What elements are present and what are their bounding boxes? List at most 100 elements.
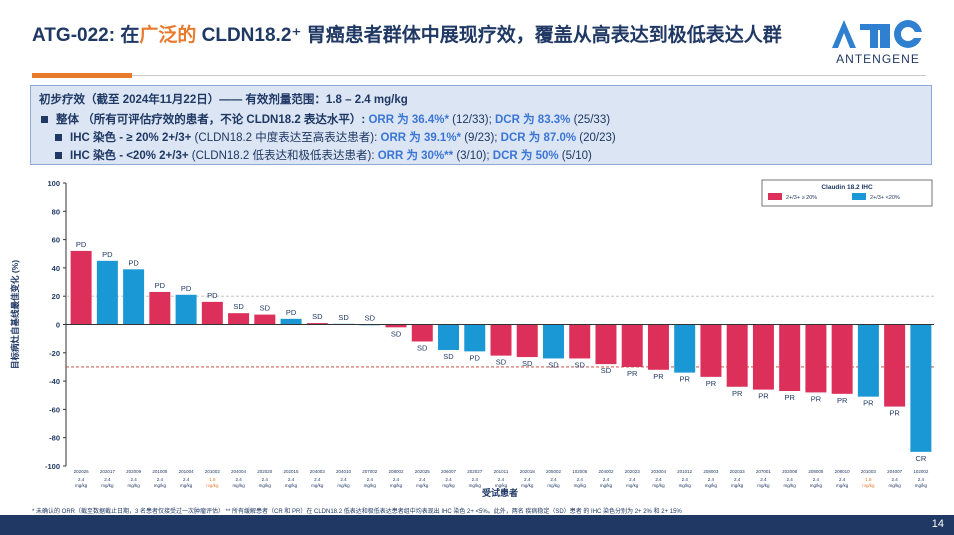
patient-id-label: 201004	[179, 469, 195, 474]
bar-202015	[280, 318, 302, 325]
response-label: PD	[102, 250, 113, 259]
bar-202020	[254, 314, 276, 325]
dose-label: 2.4	[445, 477, 452, 482]
bullet-icon	[41, 116, 48, 124]
dose-unit-label: mg/kg	[469, 483, 482, 488]
page-title: ATG-022: 在广泛的 CLDN18.2⁺ 胃癌患者群体中展现疗效，覆盖从高…	[32, 25, 782, 46]
response-label: SD	[575, 360, 586, 369]
bar-201004	[175, 294, 197, 325]
patient-id-label: 207001	[756, 469, 772, 474]
dose-unit-label: mg/kg	[731, 483, 744, 488]
summary-row-low: IHC 染色 - <20% 2+/3+ (CLDN18.2 低表达和极低表达患者…	[55, 147, 592, 163]
legend-box	[761, 179, 933, 207]
response-label: SD	[391, 329, 402, 338]
response-label: PD	[128, 258, 139, 267]
response-label: PD	[155, 281, 166, 290]
y-tick-label: 0	[56, 321, 60, 330]
patient-id-label: 201002	[205, 469, 221, 474]
legend-swatch	[852, 193, 866, 200]
bullet-icon	[55, 152, 62, 160]
logo-text: ANTENGENE	[836, 52, 920, 66]
dose-unit-label: mg/kg	[206, 483, 219, 488]
dose-unit-label: mg/kg	[810, 483, 823, 488]
response-label: SD	[260, 304, 271, 313]
dose-label: 1.8	[209, 477, 216, 482]
patient-id-label: 202026	[74, 469, 90, 474]
bar-204004	[228, 313, 250, 325]
y-tick-label: 60	[52, 236, 60, 245]
patient-id-label: 208010	[835, 469, 851, 474]
legend-swatch	[768, 193, 782, 200]
summary-heading: 初步疗效（截至 2024年11月22日）—— 有效剂量范围：1.8 – 2.4 …	[39, 94, 408, 106]
dose-unit-label: mg/kg	[574, 483, 587, 488]
dose-label: 2.4	[603, 477, 610, 482]
response-label: SD	[496, 358, 507, 367]
y-tick-label: 100	[47, 179, 60, 188]
dose-unit-label: mg/kg	[757, 483, 770, 488]
patient-id-label: 205002	[546, 469, 562, 474]
dose-label: 2.4	[550, 477, 557, 482]
patient-id-label: 204010	[336, 469, 352, 474]
patient-id-label: 207002	[362, 469, 378, 474]
x-axis-title: 受试患者	[482, 487, 518, 498]
response-label: PR	[706, 379, 717, 388]
dose-label: 2.4	[130, 477, 137, 482]
bar-202026	[70, 250, 92, 325]
dose-label: 2.4	[157, 477, 164, 482]
dose-unit-label: mg/kg	[626, 483, 639, 488]
bar-206007	[438, 324, 460, 350]
antengene-logo-icon	[832, 20, 922, 48]
waterfall-chart: 100806040200-20-40-60-80-100PD2020262.4m…	[10, 179, 934, 498]
bar-102002	[910, 324, 932, 452]
response-label: SD	[365, 314, 376, 323]
patient-id-label: 201012	[677, 469, 693, 474]
efficacy-summary-box: 初步疗效（截至 2024年11月22日）—— 有效剂量范围：1.8 – 2.4 …	[30, 85, 932, 165]
y-tick-label: 40	[52, 264, 60, 273]
patient-id-label: 202023	[625, 469, 641, 474]
summary-row-high: IHC 染色 - ≥ 20% 2+/3+ (CLDN18.2 中度表达至高表达患…	[55, 129, 616, 145]
page-number: 14	[931, 518, 944, 530]
dose-label: 2.4	[682, 477, 689, 482]
patient-id-label: 202018	[520, 469, 536, 474]
patient-id-label: 208002	[389, 469, 405, 474]
summary-row-overall: 整体 （所有可评估疗效的患者，不论 CLDN18.2 表达水平）: ORR 为 …	[41, 111, 610, 127]
bar-202027	[464, 324, 486, 352]
patient-id-label: 204004	[231, 469, 247, 474]
response-label: CR	[915, 454, 926, 463]
dose-unit-label: mg/kg	[547, 483, 560, 488]
response-label: PR	[679, 375, 690, 384]
patient-id-label: 102005	[572, 469, 588, 474]
dose-label: 2.4	[787, 477, 794, 482]
bar-202009	[123, 269, 145, 325]
dose-label: 2.4	[340, 477, 347, 482]
dose-unit-label: mg/kg	[101, 483, 114, 488]
patient-id-label: 203004	[651, 469, 667, 474]
bar-208010	[831, 324, 853, 394]
patient-id-label: 202020	[257, 469, 273, 474]
patient-id-label: 201011	[494, 469, 509, 474]
dose-unit-label: mg/kg	[232, 483, 245, 488]
response-label: PD	[181, 284, 192, 293]
bar-205002	[542, 324, 564, 359]
response-label: PD	[76, 240, 87, 249]
response-label: PR	[732, 389, 743, 398]
response-label: PD	[286, 308, 297, 317]
bar-202017	[96, 260, 118, 325]
bar-201003	[857, 324, 879, 397]
dose-label: 2.4	[524, 477, 531, 482]
title-accent-bar	[32, 73, 132, 78]
dose-unit-label: mg/kg	[311, 483, 324, 488]
patient-id-label: 202008	[782, 469, 798, 474]
bar-204002	[595, 324, 617, 365]
patient-id-label: 202025	[415, 469, 431, 474]
patient-id-label: 202033	[730, 469, 746, 474]
patient-id-label: 202015	[284, 469, 300, 474]
bar-204003	[306, 323, 328, 325]
patient-id-label: 102002	[913, 469, 929, 474]
dose-unit-label: mg/kg	[285, 483, 298, 488]
patient-id-label: 202027	[467, 469, 483, 474]
dose-label: 2.4	[262, 477, 269, 482]
response-label: PR	[889, 409, 900, 418]
dose-label: 2.4	[78, 477, 85, 482]
bar-202025	[411, 324, 433, 342]
